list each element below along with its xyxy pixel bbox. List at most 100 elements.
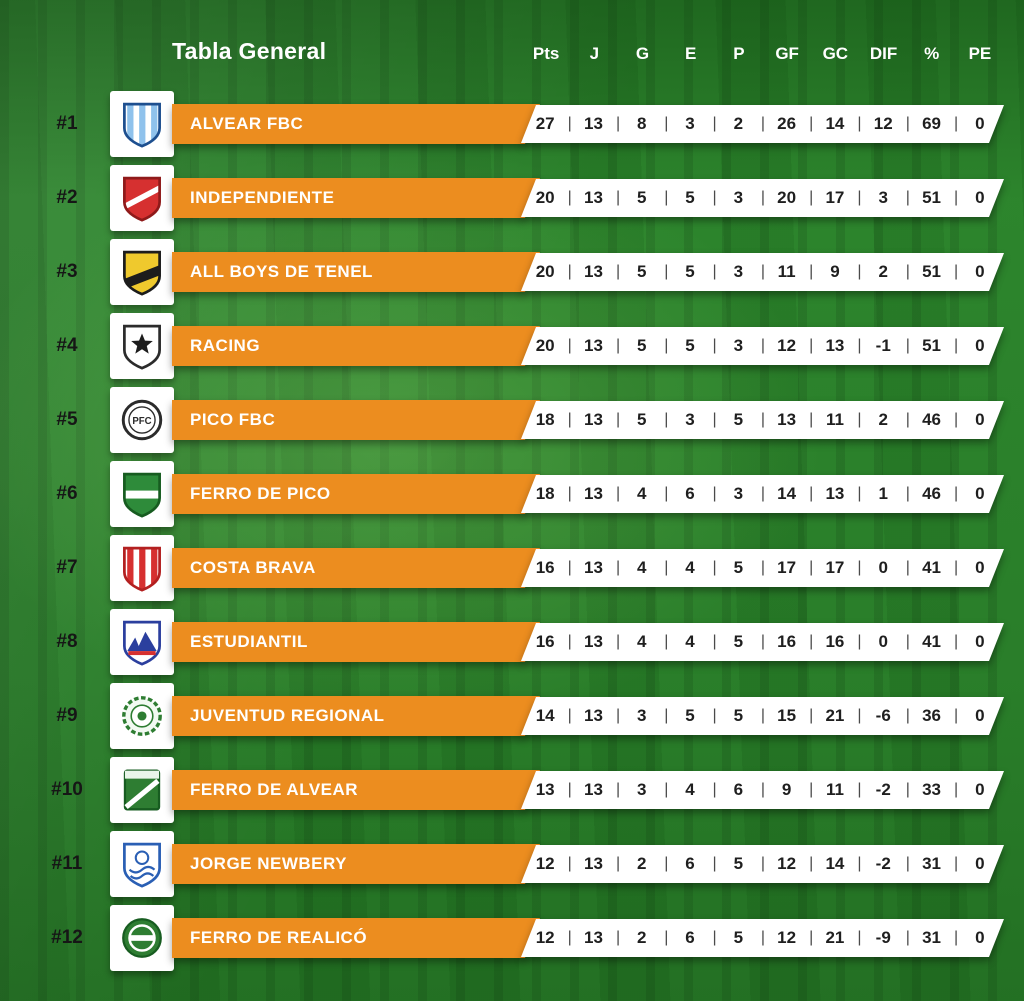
stat-j: 13 xyxy=(569,549,617,587)
stat-gf: 16 xyxy=(762,623,810,661)
juventud-regional-crest-icon xyxy=(110,683,174,749)
stat-pts: 13 xyxy=(521,771,569,809)
stat-pe: 0 xyxy=(975,632,985,651)
stat-pts: 20 xyxy=(521,179,569,217)
stat-pct: 33 xyxy=(907,771,955,809)
table-row: #4 RACING 20 13 5 5 3 12 13 -1 51 0 xyxy=(0,309,1024,383)
team-name: ESTUDIANTIL xyxy=(190,632,308,651)
all-boys-crest-icon xyxy=(110,239,174,305)
stat-pts: 20 xyxy=(521,327,569,365)
stat-gc: 17 xyxy=(811,179,859,217)
stats-bar: 27 13 8 3 2 26 14 12 69 0 xyxy=(521,105,1004,143)
stat-j: 13 xyxy=(569,327,617,365)
stat-j: 13 xyxy=(569,771,617,809)
stat-gc: 13 xyxy=(811,475,859,513)
stat-j: 13 xyxy=(569,697,617,735)
alvear-fbc-crest-icon xyxy=(110,91,174,157)
stat-j: 13 xyxy=(569,253,617,291)
stat-e: 5 xyxy=(666,179,714,217)
stat-p: 6 xyxy=(714,771,762,809)
col-e: E xyxy=(685,44,697,63)
stat-p: 5 xyxy=(714,845,762,883)
team-name-banner: FERRO DE PICO xyxy=(172,474,540,514)
stat-pct: 46 xyxy=(907,401,955,439)
stat-gc: 21 xyxy=(811,919,859,957)
stat-pts: 27 xyxy=(521,105,569,143)
stat-gc: 14 xyxy=(811,105,859,143)
stat-pe: 0 xyxy=(975,410,985,429)
stat-dif: 2 xyxy=(859,253,907,291)
independiente-crest-icon xyxy=(110,165,174,231)
stats-bar: 18 13 4 6 3 14 13 1 46 0 xyxy=(521,475,1004,513)
stat-e: 4 xyxy=(666,771,714,809)
stat-gf: 15 xyxy=(762,697,810,735)
stat-pct: 41 xyxy=(907,623,955,661)
team-name-banner: COSTA BRAVA xyxy=(172,548,540,588)
stat-p: 5 xyxy=(714,623,762,661)
stat-gf: 9 xyxy=(762,771,810,809)
stats-bar: 13 13 3 4 6 9 11 -2 33 0 xyxy=(521,771,1004,809)
stat-dif: -1 xyxy=(859,327,907,365)
stats-bar: 20 13 5 5 3 11 9 2 51 0 xyxy=(521,253,1004,291)
racing-crest-icon xyxy=(110,313,174,379)
team-name: JUVENTUD REGIONAL xyxy=(190,706,385,725)
stats-bar: 14 13 3 5 5 15 21 -6 36 0 xyxy=(521,697,1004,735)
stat-e: 6 xyxy=(666,919,714,957)
stat-e: 4 xyxy=(666,549,714,587)
stat-e: 6 xyxy=(666,475,714,513)
table-row: #9 JUVENTUD REGIONAL 14 13 3 5 5 15 21 -… xyxy=(0,679,1024,753)
team-name: RACING xyxy=(190,336,261,355)
col-dif: DIF xyxy=(869,44,898,63)
team-name: JORGE NEWBERY xyxy=(190,854,348,873)
pico-fbc-crest-text: PFC xyxy=(132,416,151,427)
stat-dif: 12 xyxy=(859,105,907,143)
stat-pct: 46 xyxy=(907,475,955,513)
ferro-de-pico-crest-icon xyxy=(110,461,174,527)
stat-gf: 26 xyxy=(762,105,810,143)
rank-label: #8 xyxy=(56,631,78,652)
stats-bar: 12 13 2 6 5 12 21 -9 31 0 xyxy=(521,919,1004,957)
table-row: #2 INDEPENDIENTE 20 13 5 5 3 20 17 3 51 … xyxy=(0,161,1024,235)
team-name-banner: ESTUDIANTIL xyxy=(172,622,540,662)
team-name-banner: ALL BOYS DE TENEL xyxy=(172,252,540,292)
stat-gc: 21 xyxy=(811,697,859,735)
team-name-banner: JORGE NEWBERY xyxy=(172,844,540,884)
stat-pts: 12 xyxy=(521,845,569,883)
stat-g: 3 xyxy=(618,697,666,735)
stat-p: 3 xyxy=(714,253,762,291)
table-row: #5 PFC PICO FBC 18 13 5 3 5 13 11 2 46 0 xyxy=(0,383,1024,457)
rank-label: #7 xyxy=(56,557,78,578)
stat-pts: 12 xyxy=(521,919,569,957)
stat-pe: 0 xyxy=(975,188,985,207)
stat-j: 13 xyxy=(569,919,617,957)
stat-pe: 0 xyxy=(975,114,985,133)
pico-fbc-crest-icon: PFC xyxy=(110,387,174,453)
stat-pe: 0 xyxy=(975,484,985,503)
stat-pts: 16 xyxy=(521,623,569,661)
stat-pe: 0 xyxy=(975,706,985,725)
stat-pe: 0 xyxy=(975,928,985,947)
team-name-banner: PICO FBC xyxy=(172,400,540,440)
stat-gc: 13 xyxy=(811,327,859,365)
stat-e: 4 xyxy=(666,623,714,661)
rank-label: #12 xyxy=(51,927,83,948)
stat-pts: 14 xyxy=(521,697,569,735)
rank-label: #6 xyxy=(56,483,78,504)
team-name: PICO FBC xyxy=(190,410,276,429)
stat-p: 5 xyxy=(714,919,762,957)
stat-gf: 17 xyxy=(762,549,810,587)
team-name-banner: FERRO DE ALVEAR xyxy=(172,770,540,810)
stat-p: 3 xyxy=(714,475,762,513)
stat-gf: 20 xyxy=(762,179,810,217)
rank-label: #1 xyxy=(56,113,78,134)
rank-label: #9 xyxy=(56,705,78,726)
stat-g: 4 xyxy=(618,475,666,513)
col-g: G xyxy=(635,44,650,63)
stat-j: 13 xyxy=(569,845,617,883)
table-row: #1 ALVEAR FBC 27 13 8 3 2 26 14 12 69 0 xyxy=(0,87,1024,161)
table-title: Tabla General xyxy=(172,38,327,64)
stat-pts: 18 xyxy=(521,475,569,513)
stat-gf: 14 xyxy=(762,475,810,513)
table-row: #11 JORGE NEWBERY 12 13 2 6 5 12 14 -2 3… xyxy=(0,827,1024,901)
stat-dif: -2 xyxy=(859,845,907,883)
